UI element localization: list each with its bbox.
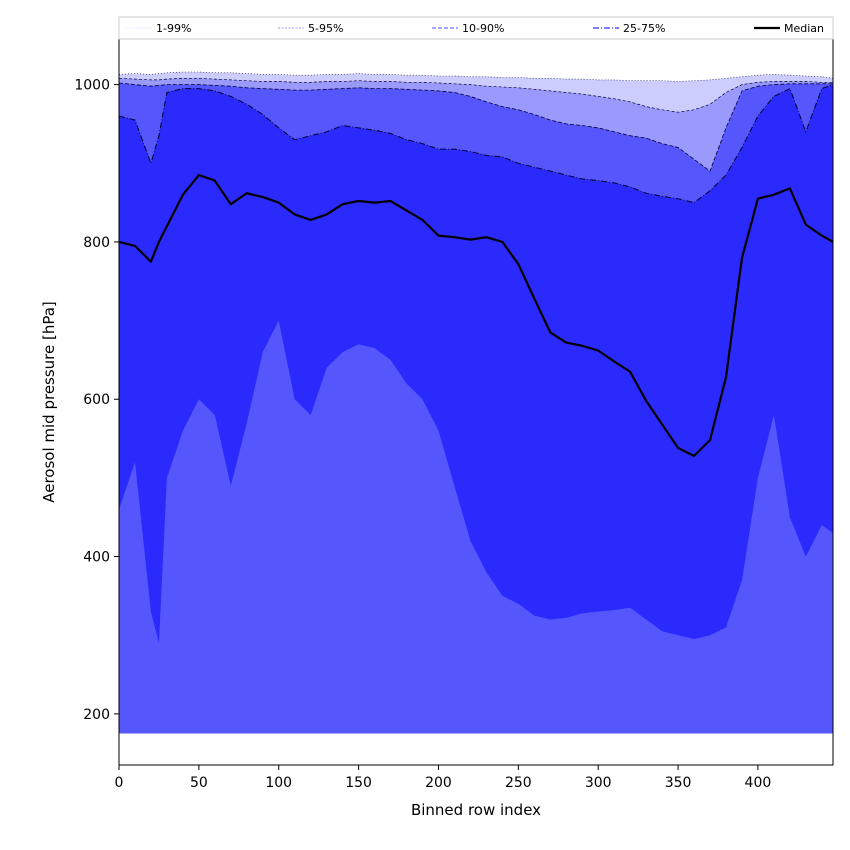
x-axis-ticks: 0 50 100 150 200 250 300 350 400 bbox=[115, 765, 772, 791]
band-25-75-upper-edge bbox=[119, 84, 833, 204]
band-1-99-upper-edge bbox=[119, 71, 833, 82]
percentile-bands bbox=[119, 71, 833, 734]
x-tick-label: 0 bbox=[115, 775, 124, 791]
x-tick-label: 250 bbox=[505, 775, 532, 791]
median-layer bbox=[119, 174, 833, 457]
band-25-75-area bbox=[119, 84, 833, 644]
legend-label: 1-99% bbox=[156, 22, 191, 35]
legend-label: Median bbox=[784, 22, 824, 35]
legend-frame bbox=[118, 16, 834, 40]
x-tick-label: 350 bbox=[665, 775, 692, 791]
y-tick-label: 1000 bbox=[74, 78, 110, 94]
legend: 1-99% 5-95% 10-90% 25-75% Median bbox=[118, 16, 834, 40]
median-line bbox=[119, 174, 833, 457]
y-tick-label: 600 bbox=[83, 392, 110, 408]
x-tick-label: 400 bbox=[745, 775, 772, 791]
legend-label: 10-90% bbox=[462, 22, 504, 35]
y-tick-label: 200 bbox=[83, 707, 110, 723]
x-tick-label: 100 bbox=[265, 775, 292, 791]
band-10-90-upper-edge bbox=[119, 82, 833, 172]
y-axis-ticks: 200 400 600 800 1000 bbox=[74, 78, 119, 723]
x-tick-label: 300 bbox=[585, 775, 612, 791]
y-axis-label: Aerosol mid pressure [hPa] bbox=[40, 301, 58, 503]
x-tick-label: 150 bbox=[345, 775, 372, 791]
y-tick-label: 400 bbox=[83, 550, 110, 566]
x-tick-label: 50 bbox=[190, 775, 208, 791]
x-tick-label: 200 bbox=[425, 775, 452, 791]
x-axis-label: Binned row index bbox=[411, 801, 541, 819]
legend-label: 5-95% bbox=[308, 22, 343, 35]
band-5-95-upper-edge bbox=[119, 77, 833, 113]
legend-label: 25-75% bbox=[623, 22, 665, 35]
y-tick-label: 800 bbox=[83, 235, 110, 251]
